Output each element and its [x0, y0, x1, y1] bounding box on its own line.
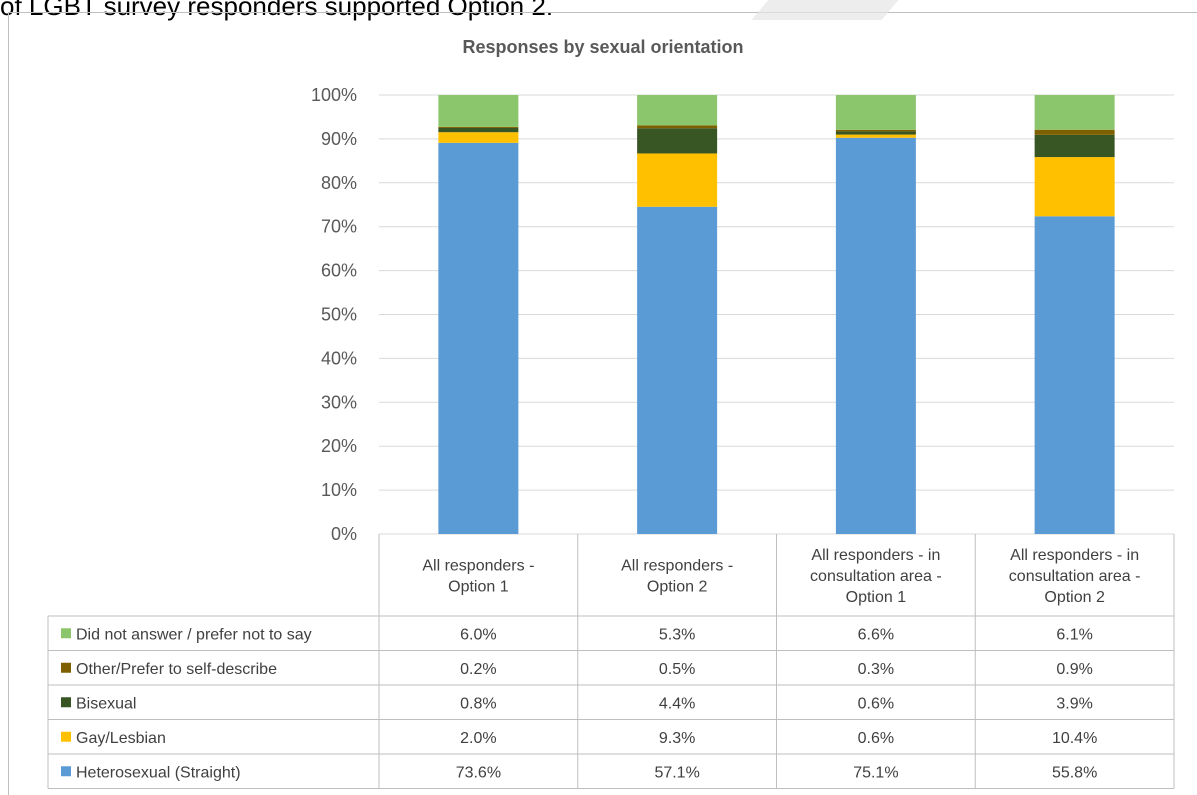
bar-segment — [835, 134, 916, 138]
bar-segment — [438, 127, 519, 133]
bar-segment — [1034, 134, 1115, 158]
bar-segment — [835, 95, 916, 130]
table-value: 57.1% — [654, 764, 699, 781]
bar-segment — [1034, 157, 1115, 217]
x-category-label: All responders -Option 2 — [621, 558, 733, 596]
y-tick-label: 80% — [321, 173, 357, 193]
legend-swatch — [61, 731, 71, 742]
bar-segment — [835, 129, 916, 132]
y-tick-label: 10% — [321, 480, 357, 500]
legend-swatch — [61, 628, 71, 639]
y-axis-labels: 0% 10% 20% 30% 40% 50% 60% 70% 80% 90% 100% — [311, 85, 357, 544]
bar-segment — [438, 132, 519, 143]
bar-segment — [1034, 129, 1115, 135]
table-value: 0.2% — [460, 661, 496, 678]
table-value: 6.1% — [1056, 626, 1092, 643]
x-category-label: All responders - in consultation area -Op… — [1009, 547, 1141, 606]
table-value: 6.0% — [460, 626, 496, 643]
table-value: 0.6% — [858, 730, 894, 747]
y-tick-label: 20% — [321, 436, 357, 456]
legend-label: Heterosexual (Straight) — [76, 764, 241, 781]
table-value: 0.5% — [659, 661, 695, 678]
data-table: All responders -Option 1 All responders -… — [47, 534, 1175, 789]
x-category-label: All responders - in consultation area -Op… — [810, 547, 942, 606]
table-value: 10.4% — [1052, 730, 1097, 747]
table-value: 4.4% — [659, 695, 695, 712]
legend-label: Did not answer / prefer not to say — [76, 626, 312, 643]
y-tick-label: 0% — [331, 524, 357, 544]
y-tick-label: 50% — [321, 305, 357, 325]
bar-segment — [637, 128, 718, 154]
x-category-label: All responders -Option 1 — [422, 558, 534, 596]
bar-segment — [637, 125, 718, 129]
legend-swatch — [61, 697, 71, 708]
chart-frame — [8, 12, 1197, 795]
bar-segment — [637, 153, 718, 207]
legend-swatch — [61, 766, 71, 777]
bar-segment — [1034, 95, 1115, 130]
y-tick-label: 90% — [321, 129, 357, 149]
legend-label: Bisexual — [76, 695, 136, 712]
table-value: 75.1% — [853, 764, 898, 781]
bars — [438, 95, 1115, 535]
chart-title: Responses by sexual orientation — [462, 37, 743, 57]
table-value: 0.3% — [858, 661, 894, 678]
table-value: 0.8% — [460, 695, 496, 712]
y-tick-label: 60% — [321, 261, 357, 281]
bar-segment — [637, 206, 718, 535]
table-value: 9.3% — [659, 730, 695, 747]
table-value: 0.6% — [858, 695, 894, 712]
table-value: 55.8% — [1052, 764, 1097, 781]
table-value: 73.6% — [456, 764, 501, 781]
y-tick-label: 70% — [321, 217, 357, 237]
legend-swatch — [61, 662, 71, 673]
bar-segment — [1034, 216, 1115, 534]
legend-label: Gay/Lesbian — [76, 730, 166, 747]
bar-segment — [835, 131, 916, 135]
table-value: 6.6% — [858, 626, 894, 643]
bar-segment — [438, 95, 519, 127]
table-value: 3.9% — [1056, 695, 1092, 712]
bar-segment — [438, 126, 519, 128]
table-value: 5.3% — [659, 626, 695, 643]
table-value: 2.0% — [460, 730, 496, 747]
bar-segment — [835, 137, 916, 534]
legend-label: Other/Prefer to self-describe — [76, 661, 277, 678]
y-tick-label: 30% — [321, 392, 357, 412]
y-tick-label: 40% — [321, 348, 357, 368]
y-tick-label: 100% — [311, 85, 357, 105]
bar-segment — [438, 142, 519, 534]
page-text-fragment: of LGBT survey responders supported Opti… — [0, 0, 554, 21]
bar-segment — [637, 95, 718, 126]
table-value: 0.9% — [1056, 661, 1092, 678]
